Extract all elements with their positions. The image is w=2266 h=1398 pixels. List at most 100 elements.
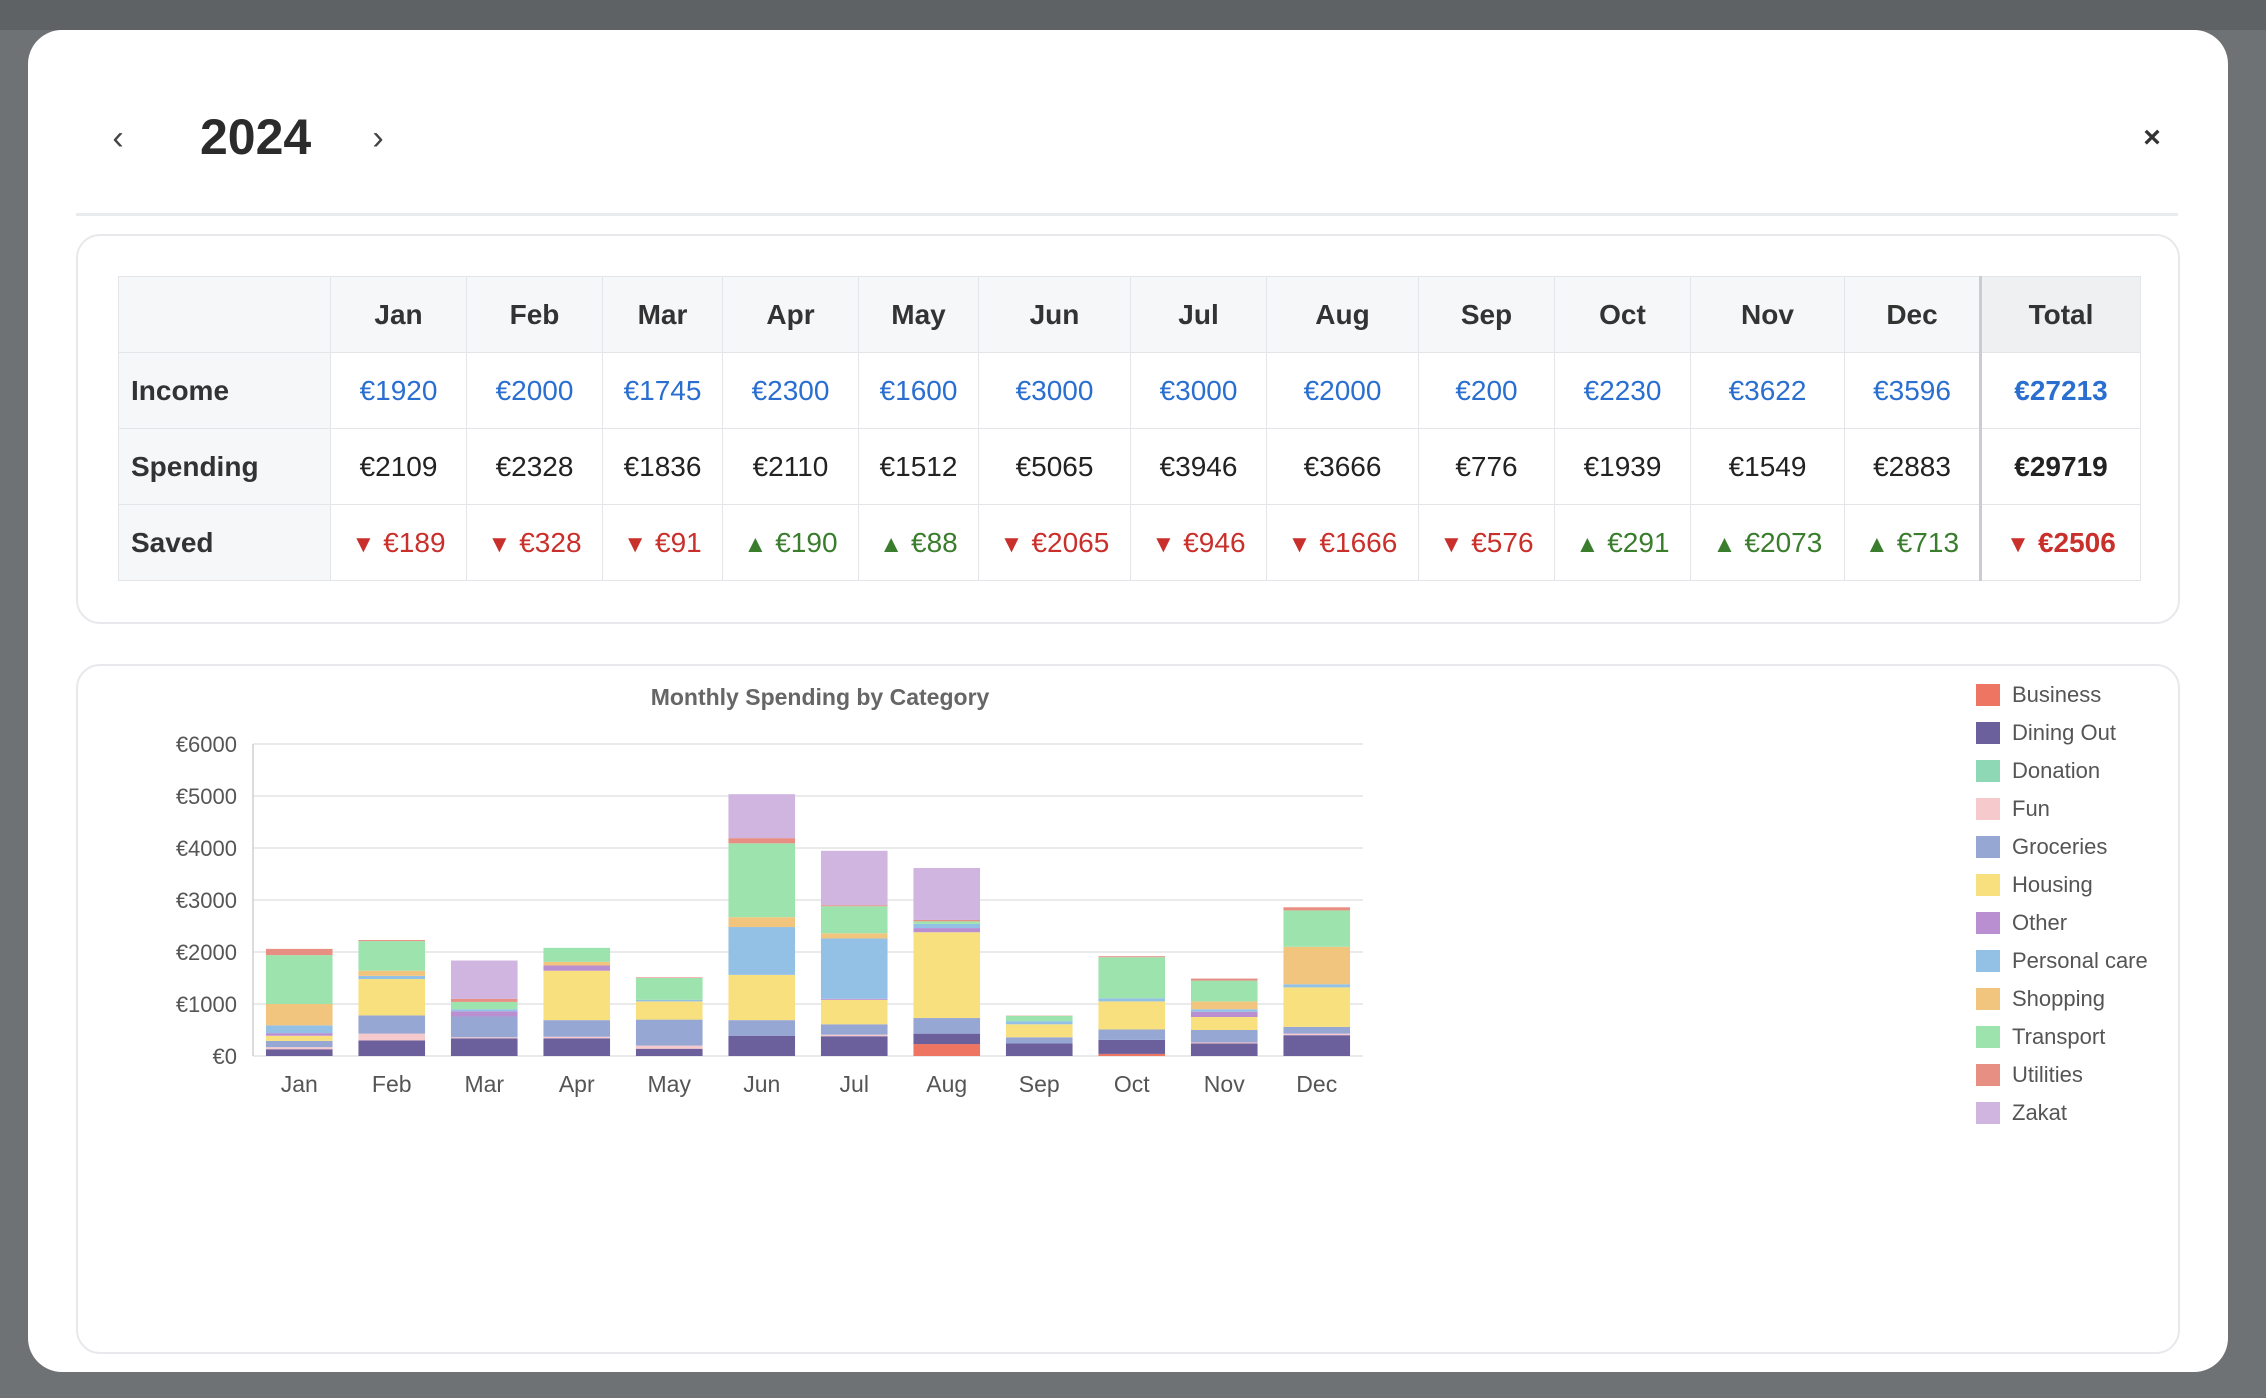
- x-tick-label: Aug: [926, 1071, 967, 1097]
- saved-cell-jan: ▼ €189: [330, 504, 467, 581]
- close-button[interactable]: ×: [2143, 121, 2161, 154]
- bar-segment-shopping-jan: [265, 1004, 333, 1026]
- bar-segment-other-jan: [265, 1033, 333, 1036]
- income-cell-jun: €3000: [978, 352, 1131, 429]
- legend-item-zakat[interactable]: Zakat: [1976, 1094, 2148, 1132]
- summary-table-card: Jan Feb Mar Apr May Jun Jul Aug Sep Oct Nov Dec Tota…: [76, 234, 2180, 624]
- legend-item-donation[interactable]: Donation: [1976, 752, 2148, 790]
- bar-segment-dining-out-oct: [1098, 1039, 1166, 1054]
- month-header-nov: Nov: [1690, 276, 1845, 353]
- bar-segment-groceries-apr: [543, 1020, 611, 1037]
- legend-item-utilities[interactable]: Utilities: [1976, 1056, 2148, 1094]
- legend-item-transport[interactable]: Transport: [1976, 1018, 2148, 1056]
- month-header-jul: Jul: [1130, 276, 1267, 353]
- bar-segment-dining-out-apr: [543, 1038, 611, 1056]
- income-cell-feb: €2000: [466, 352, 603, 429]
- legend-swatch: [1976, 1026, 2000, 1048]
- legend-label: Personal care: [2012, 948, 2148, 973]
- saved-cell-nov: ▲ €2073: [1690, 504, 1845, 581]
- saved-cell-feb: ▼ €328: [466, 504, 603, 581]
- legend-item-personal-care[interactable]: Personal care: [1976, 942, 2148, 980]
- bar-segment-groceries-sep: [1005, 1037, 1073, 1044]
- y-tick-label: €6000: [176, 732, 237, 757]
- bar-segment-housing-oct: [1098, 1001, 1166, 1030]
- month-header-sep: Sep: [1418, 276, 1555, 353]
- bar-segment-business-aug: [913, 1044, 981, 1056]
- legend-swatch: [1976, 836, 2000, 858]
- x-tick-label: Jul: [840, 1071, 869, 1097]
- bar-segment-personal-care-dec: [1283, 984, 1351, 988]
- spending-chart-card: Monthly Spending by Category €0 €1000 €200…: [76, 664, 2180, 1354]
- bar-segment-fun-may: [635, 1045, 703, 1049]
- income-cell-jan: €1920: [330, 352, 467, 429]
- bar-segment-utilities-aug: [913, 919, 981, 922]
- legend-swatch: [1976, 950, 2000, 972]
- chart-legend: Business Dining Out Donation Fun Groceries Ho…: [1976, 676, 2148, 1132]
- bar-segment-dining-out-may: [635, 1048, 703, 1056]
- income-cell-aug: €2000: [1266, 352, 1419, 429]
- month-header-jan: Jan: [330, 276, 467, 353]
- saved-cell-dec: ▲ €713: [1844, 504, 1981, 581]
- saved-value: €713: [1896, 526, 1960, 558]
- bar-segment-fun-nov: [1190, 1042, 1258, 1044]
- x-tick-label: Nov: [1204, 1071, 1245, 1097]
- bar-segment-housing-aug: [913, 932, 981, 1019]
- x-tick-label: May: [648, 1071, 692, 1097]
- bar-segment-personal-care-oct: [1098, 998, 1166, 1002]
- legend-label: Shopping: [2012, 986, 2105, 1011]
- bar-segment-other-apr: [543, 965, 611, 971]
- bar-segment-housing-may: [635, 1001, 703, 1020]
- bar-segment-transport-may: [635, 978, 703, 1000]
- next-year-button[interactable]: ›: [372, 119, 384, 157]
- bar-segment-dining-out-sep: [1005, 1043, 1073, 1056]
- legend-item-business[interactable]: Business: [1976, 676, 2148, 714]
- month-header-may: May: [858, 276, 979, 353]
- saved-value: €190: [775, 526, 838, 558]
- bar-segment-transport-apr: [543, 947, 611, 962]
- bar-segment-shopping-feb: [358, 970, 426, 976]
- summary-table: Jan Feb Mar Apr May Jun Jul Aug Sep Oct Nov Dec Tota…: [118, 276, 2141, 581]
- legend-swatch: [1976, 760, 2000, 782]
- legend-item-housing[interactable]: Housing: [1976, 866, 2148, 904]
- saved-value: €291: [1607, 526, 1670, 558]
- bar-segment-dining-out-nov: [1190, 1043, 1258, 1056]
- legend-label: Utilities: [2012, 1062, 2083, 1087]
- chart-title: Monthly Spending by Category: [650, 684, 990, 710]
- legend-label: Transport: [2012, 1024, 2106, 1049]
- year-summary-modal: ‹ 2024 › × Jan Feb Mar Apr May Jun Jul Aug Sep Oc…: [28, 30, 2228, 1372]
- y-tick-label: €5000: [176, 784, 237, 809]
- arrow-up-icon: ▲: [879, 530, 904, 558]
- bar-segment-groceries-jun: [728, 1020, 796, 1036]
- bar-segment-transport-dec: [1283, 910, 1351, 947]
- bar-segment-fun-mar: [450, 1037, 518, 1039]
- previous-year-button[interactable]: ‹: [112, 119, 124, 157]
- x-tick-label: Feb: [372, 1071, 412, 1097]
- spending-cell-may: €1512: [858, 428, 979, 505]
- bar-segment-housing-jul: [820, 999, 888, 1025]
- income-cell-oct: €2230: [1554, 352, 1691, 429]
- saved-cell-aug: ▼ €1666: [1266, 504, 1419, 581]
- spending-cell-jul: €3946: [1130, 428, 1267, 505]
- bar-segment-transport-aug: [913, 921, 981, 924]
- income-row: Income €1920 €2000 €1745 €2300 €1600 €3000 €30…: [118, 352, 2141, 429]
- bar-segment-fun-apr: [543, 1036, 611, 1039]
- legend-swatch: [1976, 684, 2000, 706]
- arrow-down-icon: ▼: [2006, 530, 2030, 558]
- legend-item-dining-out[interactable]: Dining Out: [1976, 714, 2148, 752]
- legend-item-shopping[interactable]: Shopping: [1976, 980, 2148, 1018]
- legend-item-groceries[interactable]: Groceries: [1976, 828, 2148, 866]
- spending-cell-apr: €2110: [722, 428, 859, 505]
- legend-item-fun[interactable]: Fun: [1976, 790, 2148, 828]
- saved-row: Saved ▼ €189 ▼ €328 ▼ €91 ▲ €190 ▲ €88 ▼ €2065 ▼ €946…: [118, 504, 2141, 581]
- bar-segment-fun-feb: [358, 1033, 426, 1041]
- legend-swatch: [1976, 874, 2000, 896]
- legend-item-other[interactable]: Other: [1976, 904, 2148, 942]
- bar-segment-personal-care-jul: [820, 938, 888, 999]
- bar-segment-shopping-apr: [543, 961, 611, 966]
- x-tick-label: Mar: [464, 1071, 504, 1097]
- arrow-down-icon: ▼: [999, 530, 1024, 558]
- bar-segment-shopping-nov: [1190, 1001, 1258, 1010]
- bar-segment-transport-jan: [265, 955, 333, 1004]
- saved-value: €576: [1471, 526, 1534, 558]
- bar-segment-groceries-jan: [265, 1040, 333, 1048]
